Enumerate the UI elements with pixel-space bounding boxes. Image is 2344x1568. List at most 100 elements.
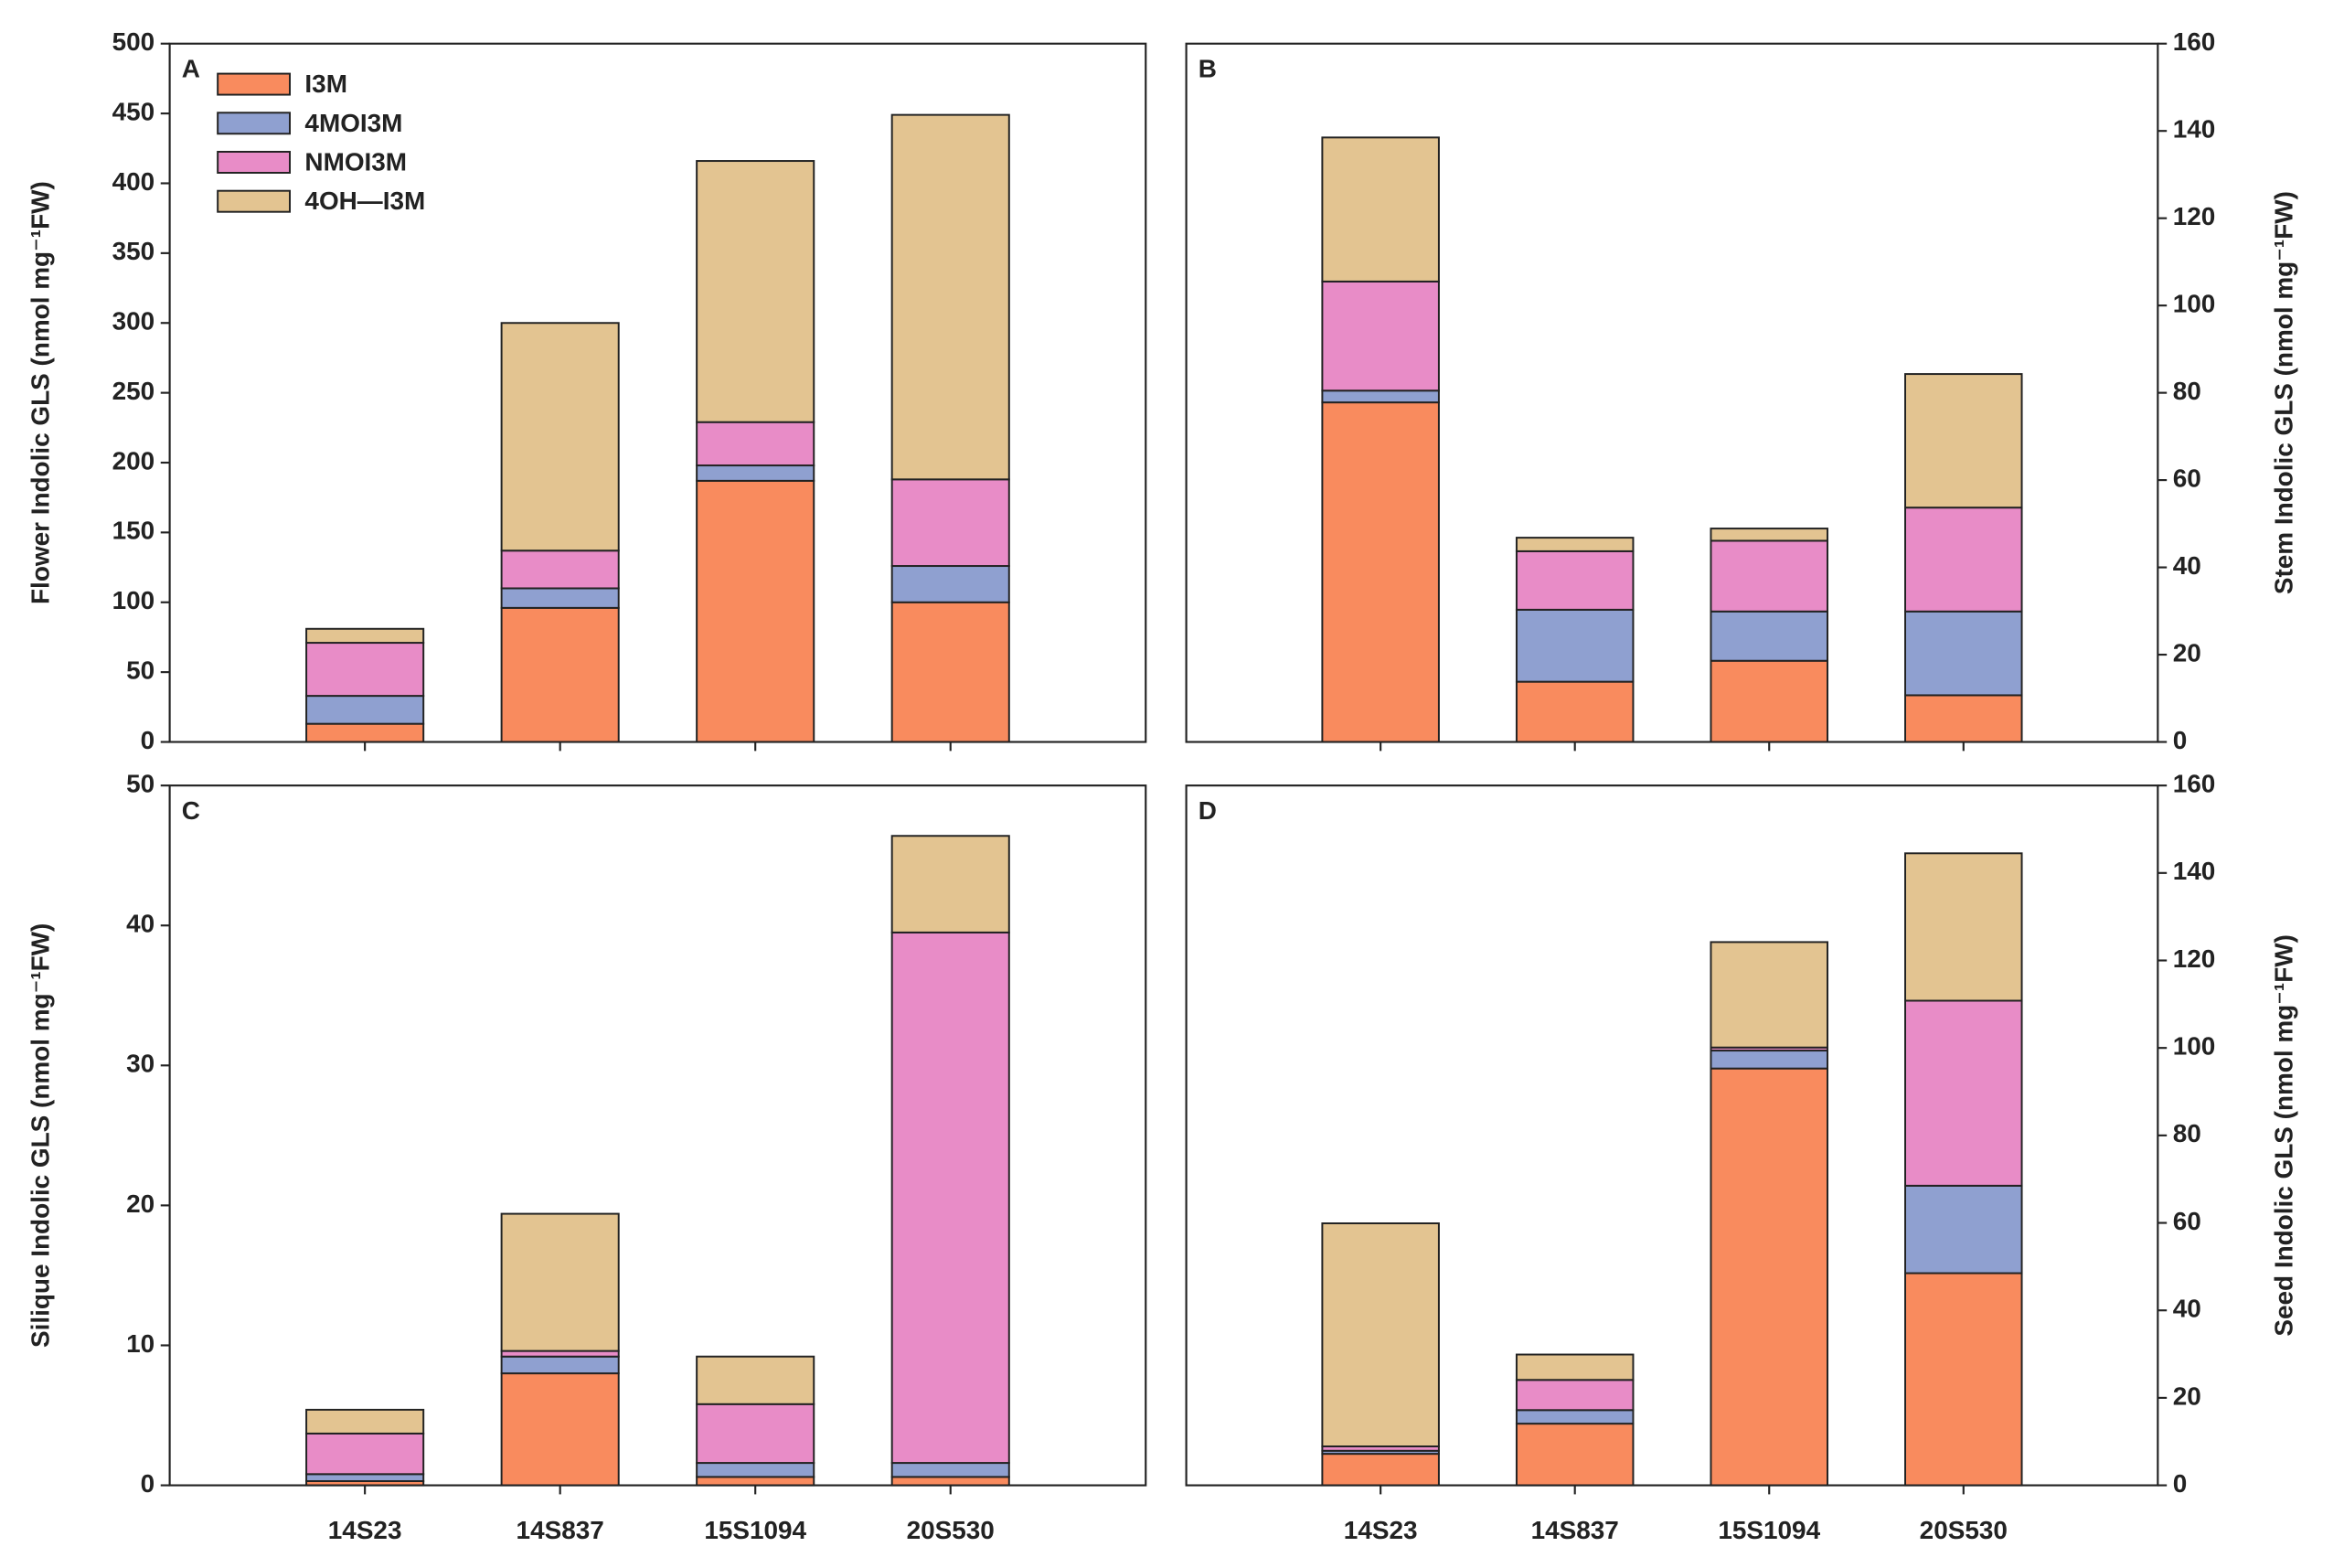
bar-segment — [305, 627, 425, 645]
bar-segment — [1710, 528, 1828, 542]
bar-segment — [305, 1432, 425, 1476]
legend-label: 4OH—I3M — [304, 187, 425, 215]
bar-segment — [500, 1212, 620, 1352]
bar-segment — [1904, 999, 2023, 1187]
panel-label: C — [182, 796, 200, 825]
y-axis-label: Silique Indolic GLS (nmol mg⁻¹FW) — [26, 923, 54, 1348]
y-tick-label: 0 — [141, 726, 155, 754]
bar-segment — [305, 642, 425, 698]
y-tick-label: 300 — [112, 307, 155, 336]
bar-segment — [1904, 1184, 2023, 1275]
y-tick-label: 120 — [2173, 944, 2216, 973]
plot-frame — [168, 42, 1147, 743]
bar-segment — [1904, 1272, 2023, 1487]
bar-segment — [1515, 1409, 1635, 1425]
bar-segment — [500, 1372, 620, 1487]
y-tick-label: 100 — [112, 586, 155, 614]
legend-swatch — [217, 189, 291, 213]
x-tick-label: 20S530 — [907, 1516, 995, 1544]
bar-segment — [890, 931, 1010, 1465]
y-tick-label: 60 — [2173, 464, 2201, 492]
y-axis-label: Seed Indolic GLS (nmol mg⁻¹FW) — [2269, 934, 2297, 1337]
y-tick-label: 40 — [126, 910, 154, 938]
panel-label: A — [182, 55, 200, 83]
y-tick-label: 200 — [112, 446, 155, 475]
y-tick-label: 80 — [2173, 377, 2201, 405]
bar-segment — [1515, 608, 1635, 683]
bar-segment — [305, 722, 425, 743]
bar-segment — [1321, 280, 1440, 392]
y-tick-label: 450 — [112, 97, 155, 125]
bar-segment — [305, 695, 425, 725]
bar-segment — [1710, 941, 1828, 1049]
bar-segment — [696, 1462, 815, 1478]
bar-segment — [1515, 549, 1635, 611]
y-tick-label: 50 — [126, 770, 154, 798]
bar-segment — [890, 1462, 1010, 1478]
bar-segment — [890, 113, 1010, 481]
x-tick-label: 20S530 — [1920, 1516, 2008, 1544]
y-tick-label: 140 — [2173, 857, 2216, 885]
bar-segment — [1904, 694, 2023, 743]
bar-segment — [696, 160, 815, 423]
bar-segment — [1321, 389, 1440, 404]
bar-segment — [1321, 401, 1440, 743]
bar-segment — [696, 1403, 815, 1465]
bar-segment — [1710, 539, 1828, 613]
bar-segment — [696, 479, 815, 743]
x-tick-label: 15S1094 — [704, 1516, 806, 1544]
bar-segment — [1710, 659, 1828, 743]
y-tick-label: 140 — [2173, 115, 2216, 144]
y-tick-label: 40 — [2173, 1295, 2201, 1323]
bar-segment — [500, 587, 620, 609]
y-tick-label: 160 — [2173, 27, 2216, 56]
bar-segment — [500, 606, 620, 743]
bar-segment — [1515, 680, 1635, 743]
x-tick-label: 14S23 — [328, 1516, 402, 1544]
y-tick-label: 400 — [112, 167, 155, 196]
y-axis-label: Flower Indolic GLS (nmol mg⁻¹FW) — [26, 181, 54, 604]
bar-segment — [1904, 610, 2023, 697]
y-tick-label: 60 — [2173, 1207, 2201, 1235]
bar-segment — [1710, 610, 1828, 662]
bar-segment — [1515, 1423, 1635, 1487]
y-tick-label: 80 — [2173, 1119, 2201, 1147]
legend-swatch — [217, 72, 291, 96]
bar-segment — [1321, 1222, 1440, 1447]
y-tick-label: 150 — [112, 517, 155, 545]
panel-label: B — [1199, 55, 1217, 83]
bar-segment — [1515, 537, 1635, 552]
bar-segment — [1321, 136, 1440, 283]
bar-segment — [890, 601, 1010, 743]
bar-segment — [500, 549, 620, 590]
y-tick-label: 120 — [2173, 202, 2216, 230]
y-tick-label: 10 — [126, 1329, 154, 1358]
bar-segment — [1710, 1067, 1828, 1487]
y-tick-label: 40 — [2173, 551, 2201, 580]
bar-segment — [1515, 1379, 1635, 1412]
bar-segment — [1515, 1353, 1635, 1381]
y-tick-label: 30 — [126, 1050, 154, 1078]
legend-swatch — [217, 151, 291, 174]
plot-frame — [1185, 42, 2159, 743]
bar-segment — [500, 322, 620, 552]
plot-frame — [1185, 784, 2159, 1487]
legend-label: NMOI3M — [304, 148, 407, 176]
bar-segment — [1321, 1453, 1440, 1487]
bar-segment — [1904, 373, 2023, 509]
bar-segment — [890, 565, 1010, 603]
bar-segment — [890, 835, 1010, 933]
y-tick-label: 0 — [2173, 726, 2188, 754]
panel-label: D — [1199, 796, 1217, 825]
x-tick-label: 14S837 — [517, 1516, 604, 1544]
y-tick-label: 50 — [126, 656, 154, 685]
x-tick-label: 14S837 — [1531, 1516, 1619, 1544]
bar-segment — [305, 1408, 425, 1435]
bar-segment — [696, 1355, 815, 1405]
y-axis-label: Stem Indolic GLS (nmol mg⁻¹FW) — [2269, 191, 2297, 594]
y-tick-label: 350 — [112, 237, 155, 265]
x-tick-label: 15S1094 — [1718, 1516, 1820, 1544]
y-tick-label: 250 — [112, 377, 155, 405]
